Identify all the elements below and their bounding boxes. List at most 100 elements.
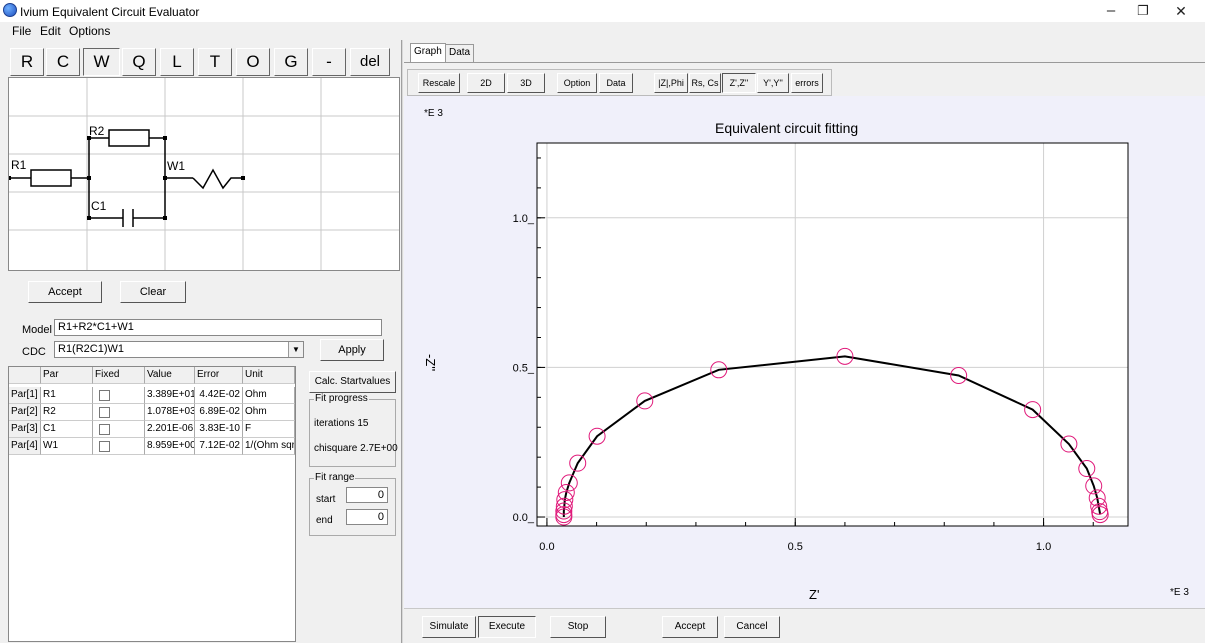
cancel-button[interactable]: Cancel: [724, 616, 780, 638]
x-tick-label: 1.0: [1036, 541, 1051, 553]
fit-range-group: Fit range start 0 end 0: [309, 472, 396, 536]
fixed-checkbox[interactable]: [99, 390, 110, 401]
table-cell-unit: 1/(Ohm sqr: [243, 438, 295, 455]
tab-data[interactable]: Data: [445, 44, 475, 62]
element-l-button[interactable]: L: [160, 48, 194, 76]
bottom-bar: [404, 608, 1205, 643]
menu-edit[interactable]: Edit: [40, 24, 61, 38]
menu-options[interactable]: Options: [69, 24, 111, 38]
data-point: [1060, 435, 1078, 453]
apply-button[interactable]: Apply: [320, 339, 384, 361]
element-delete-button[interactable]: del: [350, 48, 390, 76]
minimize-button[interactable]: –: [1106, 2, 1116, 19]
accept-button[interactable]: Accept: [662, 616, 718, 638]
x-tick-label: 0.5: [788, 541, 803, 553]
end-input[interactable]: 0: [346, 509, 388, 525]
pane-splitter[interactable]: [401, 40, 403, 643]
element-r-button[interactable]: R: [10, 48, 44, 76]
x-axis-label: Z': [809, 587, 819, 602]
table-header: [9, 367, 41, 384]
data-point: [710, 361, 728, 379]
fit-range-label: Fit range: [314, 472, 356, 483]
graph-toolbar: [407, 69, 832, 96]
table-header: Error: [195, 367, 243, 384]
circuit-accept-button[interactable]: Accept: [28, 281, 102, 303]
simulate-button[interactable]: Simulate: [422, 616, 476, 638]
data-point: [1024, 401, 1042, 419]
table-cell-value[interactable]: 8.959E+00: [145, 438, 195, 455]
element-c-button[interactable]: C: [46, 48, 80, 76]
calc-startvalues-button[interactable]: Calc. Startvalues: [309, 371, 396, 393]
table-cell-fixed[interactable]: [93, 404, 145, 421]
stop-button[interactable]: Stop: [550, 616, 606, 638]
table-cell-par[interactable]: R2: [41, 404, 93, 421]
data-point: [556, 491, 574, 509]
admittance-yy-button[interactable]: Y',Y'': [757, 73, 789, 93]
element-q-button[interactable]: Q: [122, 48, 156, 76]
zphi-button[interactable]: |Z|,Phi: [654, 73, 688, 93]
nyquist-zz-button[interactable]: Z',Z'': [722, 73, 756, 93]
menu-file[interactable]: File: [12, 24, 32, 38]
table-header: Unit: [243, 367, 295, 384]
resistor-r1-symbol: [30, 169, 72, 187]
fixed-checkbox[interactable]: [99, 407, 110, 418]
data-point: [560, 474, 578, 492]
table-cell-value[interactable]: 2.201E-06: [145, 421, 195, 438]
data-point: [636, 392, 654, 410]
cdc-label: CDC: [22, 346, 46, 358]
x-tick-label: 0.0: [539, 541, 554, 553]
plot-background: [537, 143, 1128, 526]
start-input[interactable]: 0: [346, 487, 388, 503]
view-2d-button[interactable]: 2D: [467, 73, 505, 93]
element-series-button[interactable]: -: [312, 48, 346, 76]
fixed-checkbox[interactable]: [99, 424, 110, 435]
table-cell-par[interactable]: C1: [41, 421, 93, 438]
table-cell-par[interactable]: R1: [41, 387, 93, 404]
table-header: Par: [41, 367, 93, 384]
execute-button[interactable]: Execute: [478, 616, 536, 638]
chevron-down-icon[interactable]: ▼: [288, 342, 303, 357]
circuit-canvas[interactable]: R1 R2 C1 W1: [8, 77, 400, 271]
table-row-id: Par[4]: [9, 438, 41, 455]
element-w-button[interactable]: W: [83, 48, 120, 76]
data-point: [569, 454, 587, 472]
table-cell-value[interactable]: 1.078E+03: [145, 404, 195, 421]
parameter-table[interactable]: Par Fixed Value Error Unit Par[1] R1 3.3…: [8, 366, 296, 642]
element-g-button[interactable]: G: [274, 48, 308, 76]
app-icon: [3, 3, 17, 17]
table-header: Value: [145, 367, 195, 384]
option-button[interactable]: Option: [557, 73, 597, 93]
table-cell-fixed[interactable]: [93, 421, 145, 438]
element-o-button[interactable]: O: [236, 48, 270, 76]
table-cell-fixed[interactable]: [93, 438, 145, 455]
tab-graph[interactable]: Graph: [410, 43, 446, 62]
data-point: [1085, 477, 1103, 495]
tab-divider: [404, 62, 1205, 63]
warburg-w1-symbol: [192, 168, 243, 190]
table-cell-error: 6.89E-02: [195, 404, 243, 421]
model-input[interactable]: R1+R2*C1+W1: [54, 319, 382, 336]
rs-cs-button[interactable]: Rs, Cs: [689, 73, 721, 93]
table-cell-fixed[interactable]: [93, 387, 145, 404]
data-button[interactable]: Data: [599, 73, 633, 93]
graph-area[interactable]: 0.0 0.5 1.0 0.0_ 0.5_ 1.0_ Equivalent circuit…: [404, 96, 1205, 608]
table-cell-unit: Ohm: [243, 404, 295, 421]
fixed-checkbox[interactable]: [99, 441, 110, 452]
view-3d-button[interactable]: 3D: [507, 73, 545, 93]
table-cell-value[interactable]: 3.389E+01: [145, 387, 195, 404]
fit-progress-label: Fit progress: [314, 393, 369, 404]
fit-progress-group: Fit progress iterations 15 chisquare 2.7…: [309, 393, 398, 467]
maximize-button[interactable]: ❐: [1137, 3, 1149, 18]
cdc-select[interactable]: R1(R2C1)W1 ▼: [54, 341, 304, 358]
circuit-clear-button[interactable]: Clear: [120, 281, 186, 303]
element-t-button[interactable]: T: [198, 48, 232, 76]
close-button[interactable]: ✕: [1175, 3, 1187, 19]
label-r2: R2: [89, 124, 105, 138]
table-row-id: Par[3]: [9, 421, 41, 438]
table-row-id: Par[2]: [9, 404, 41, 421]
table-row-id: Par[1]: [9, 387, 41, 404]
plot-frame: [536, 142, 1129, 527]
table-cell-par[interactable]: W1: [41, 438, 93, 455]
rescale-button[interactable]: Rescale: [418, 73, 460, 93]
errors-button[interactable]: errors: [791, 73, 823, 93]
